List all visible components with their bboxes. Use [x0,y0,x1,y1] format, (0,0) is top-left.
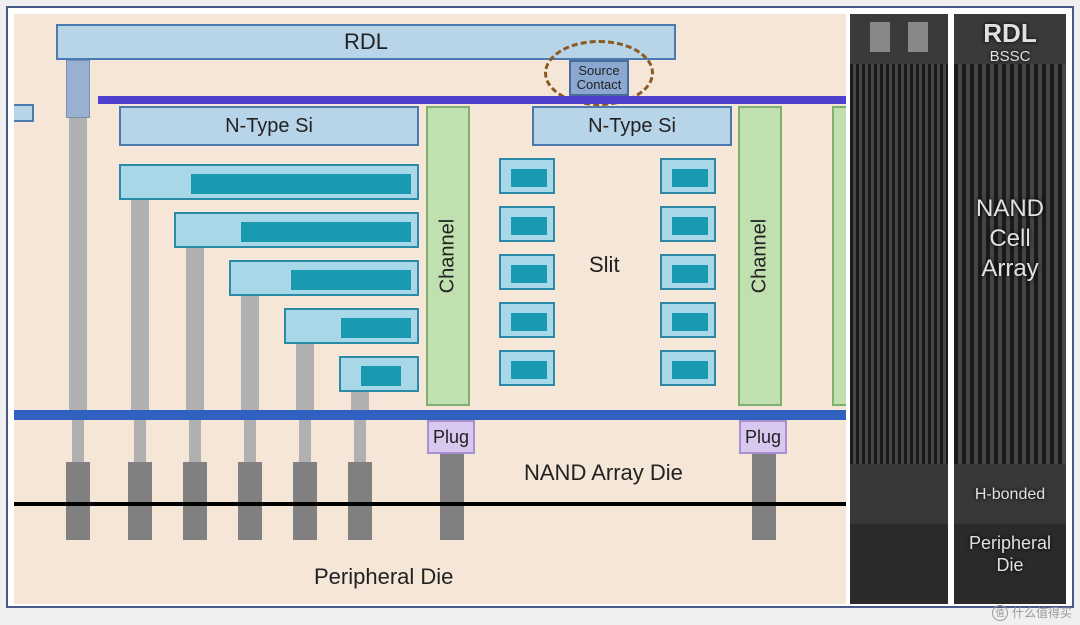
nand-cell [499,254,555,290]
plug-right: Plug [739,420,787,454]
channel-label: Channel [749,219,772,294]
via-stem [299,420,311,462]
peripheral-die-label: Peripheral Die [314,564,453,590]
sem-panel-left [850,14,948,604]
edge-stub [14,104,34,122]
channel-label: Channel [437,219,460,294]
slit-label: Slit [589,252,620,278]
via-block [440,454,464,540]
sem-periph-label: Peripheral Die [954,532,1066,576]
figure-frame: RDL SourceContact N-Type Si N-Type Si Ch… [6,6,1074,608]
pillar [241,296,259,410]
stair-step [284,308,419,344]
via-block [128,462,152,540]
pillar [131,200,149,410]
nand-cell [660,206,716,242]
nand-cell [499,206,555,242]
watermark-icon: 值 [992,605,1008,621]
pillar [351,392,369,410]
via-block [66,462,90,540]
bond-line [14,502,846,506]
nand-cell [499,302,555,338]
pillar-top [66,60,90,118]
stair-step [339,356,419,392]
via-block [348,462,372,540]
via-block [238,462,262,540]
sem-panel-right: RDL BSSC NAND Cell Array H-bonded Periph… [954,14,1066,604]
via-stem [134,420,146,462]
sem-rdl-label: RDL [954,18,1066,49]
via-block [293,462,317,540]
ntype-si-right: N-Type Si [532,106,732,146]
ntype-si-left: N-Type Si [119,106,419,146]
watermark-text: 什么值得买 [1012,604,1072,621]
via-block [752,454,776,540]
via-stem [244,420,256,462]
pillar [296,344,314,410]
stair-step [119,164,419,200]
nand-cell [499,158,555,194]
nand-cell [660,350,716,386]
nand-array-die-label: NAND Array Die [524,460,683,486]
via-stem [72,420,84,462]
plug-left: Plug [427,420,475,454]
sem-bssc-label: BSSC [954,48,1066,65]
stair-step [229,260,419,296]
nand-cell [660,254,716,290]
metal-line [14,410,846,420]
purple-layer-line [98,96,846,104]
nand-cell [660,158,716,194]
schematic-panel: RDL SourceContact N-Type Si N-Type Si Ch… [14,14,846,604]
pillar [69,118,87,410]
channel-edge-stub [832,106,846,406]
sem-array-label: NAND Cell Array [954,194,1066,284]
nand-cell [660,302,716,338]
channel-right: Channel [738,106,782,406]
nand-cell [499,350,555,386]
sem-hbonded-label: H-bonded [954,486,1066,504]
via-stem [354,420,366,462]
watermark: 值 什么值得买 [992,604,1072,621]
channel-left: Channel [426,106,470,406]
stair-step [174,212,419,248]
pillar [186,248,204,410]
via-block [183,462,207,540]
via-stem [189,420,201,462]
